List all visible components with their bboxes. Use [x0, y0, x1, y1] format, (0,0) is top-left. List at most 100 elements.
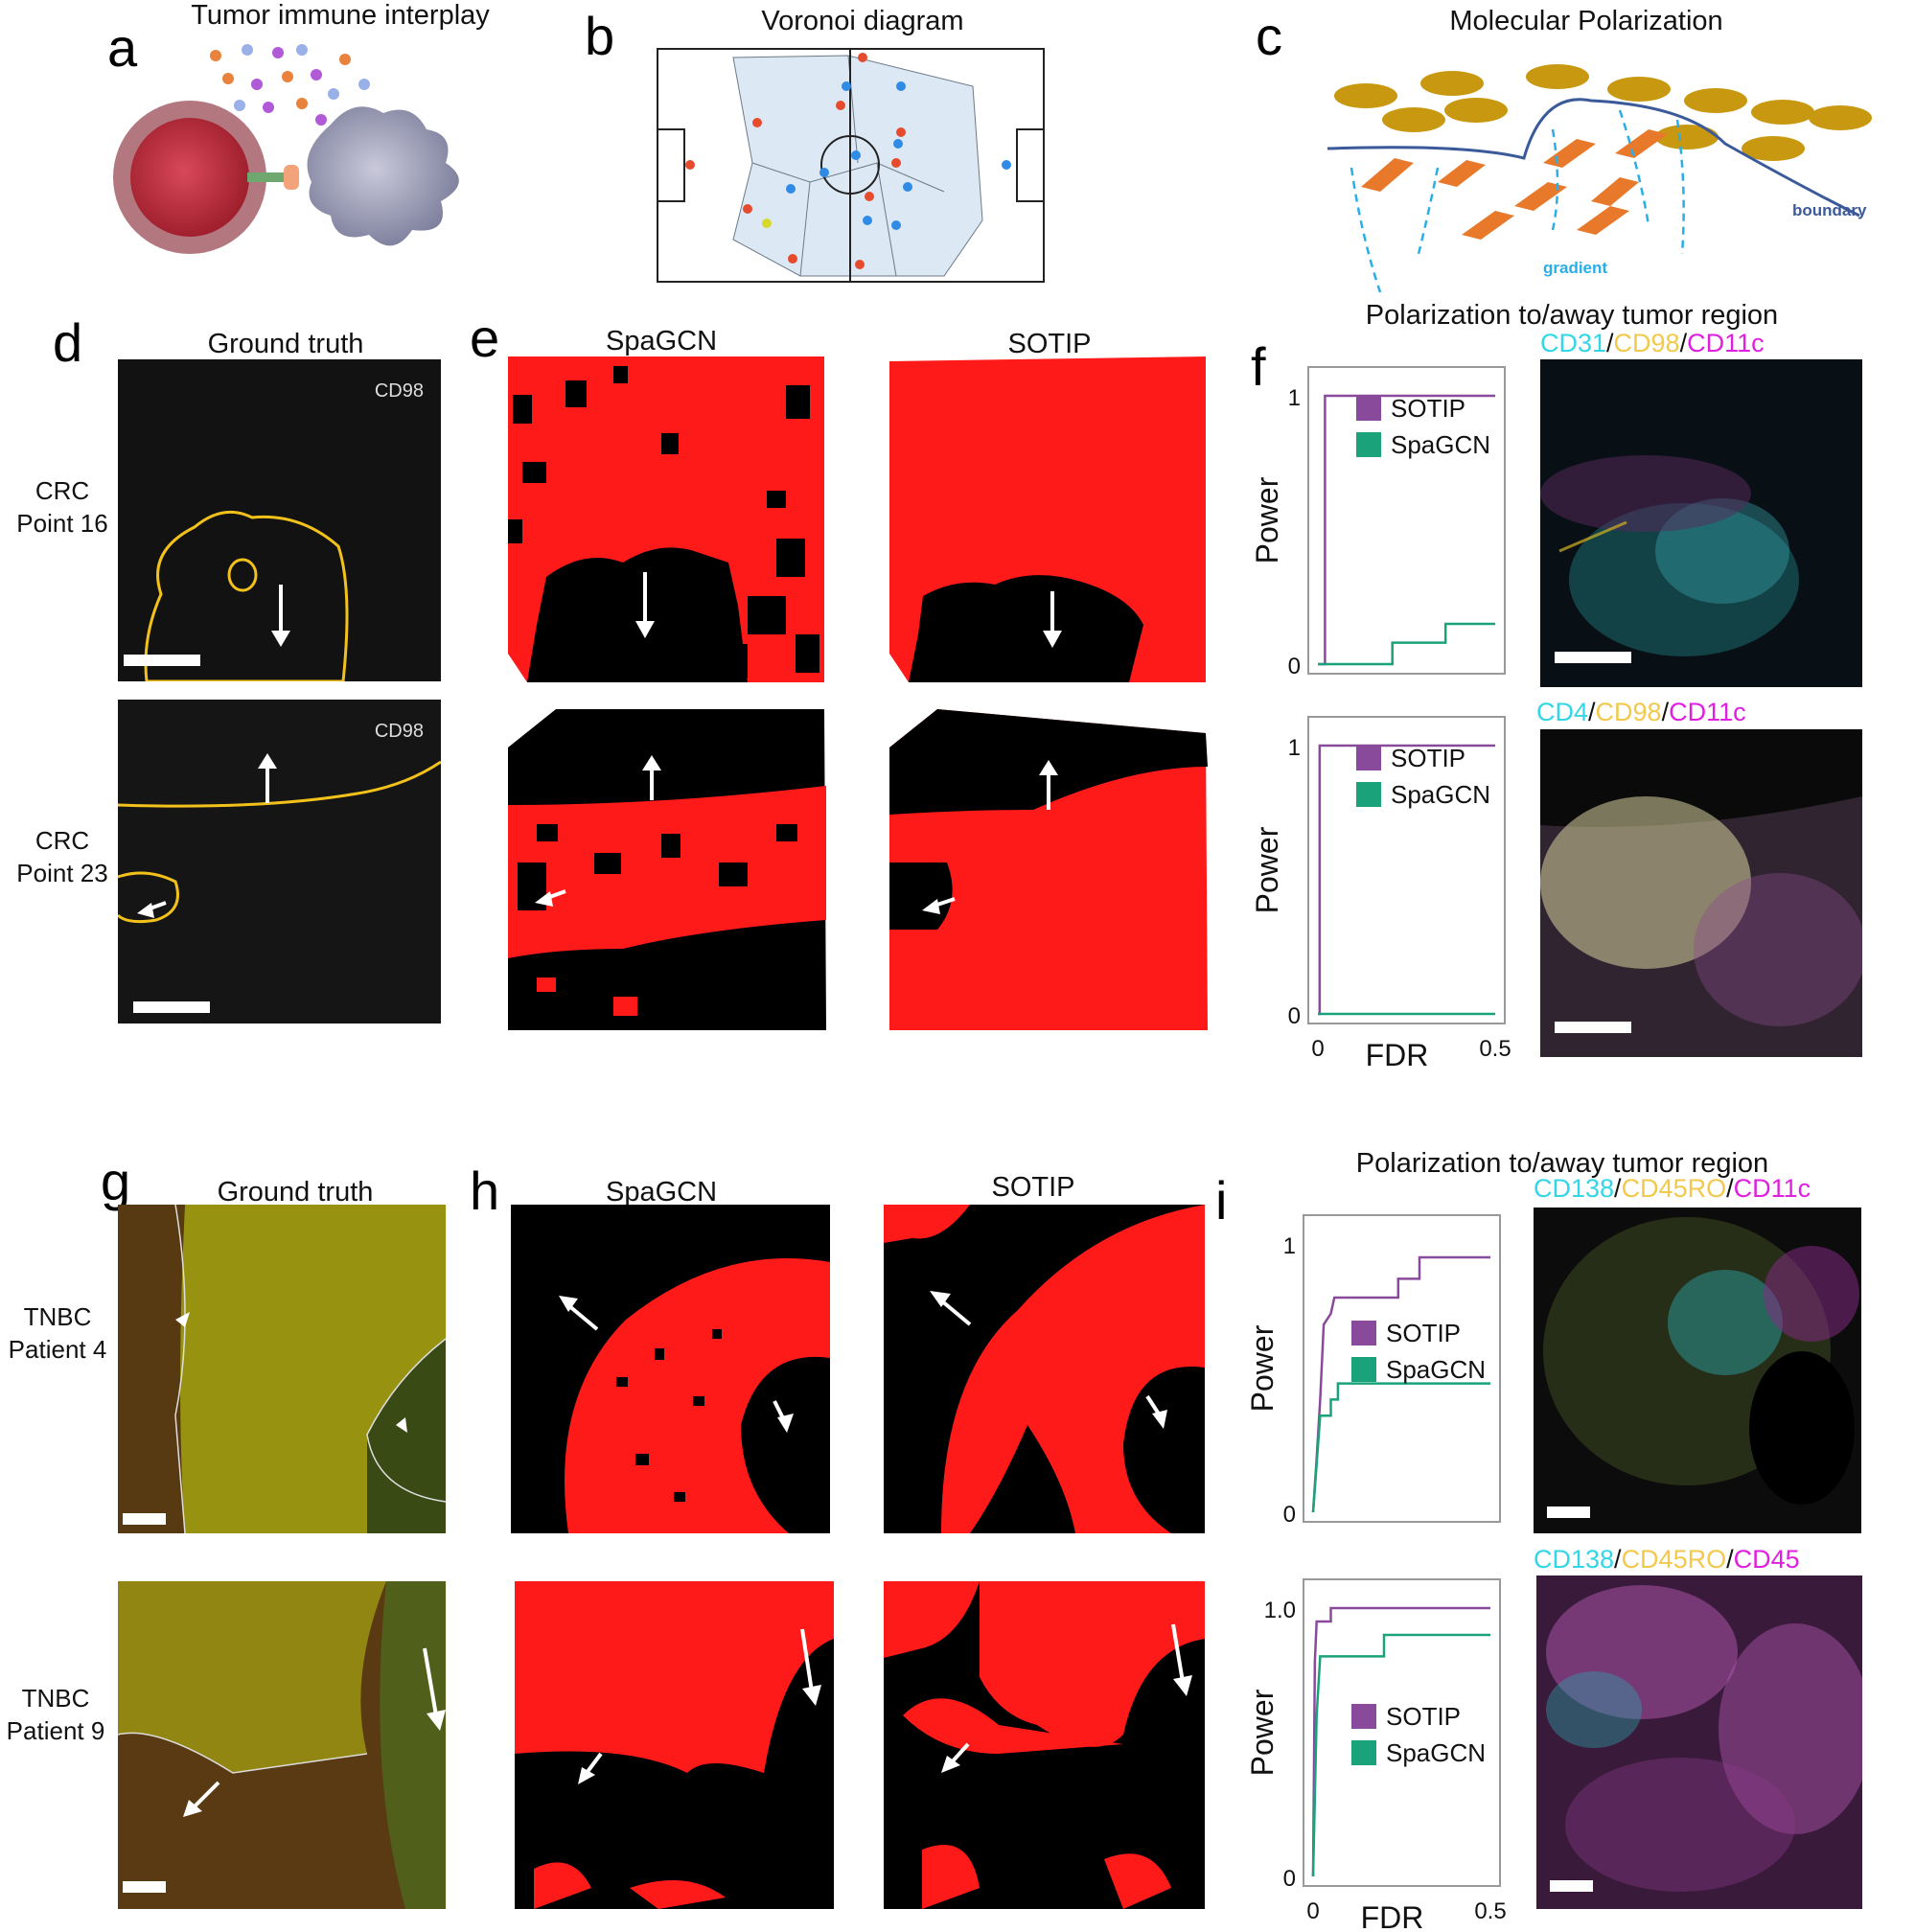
spagcn-segmentation-tnbc-4 — [511, 1205, 830, 1533]
ground-truth-image-tnbc-9 — [118, 1581, 446, 1909]
voronoi-soccer-field — [657, 48, 1045, 283]
marker-label-part: / — [1614, 1174, 1622, 1203]
legend-label: SOTIP — [1386, 1702, 1461, 1731]
legend-label: SOTIP — [1391, 394, 1465, 423]
plot-frame — [1307, 716, 1506, 1024]
legend-label: SOTIP — [1391, 744, 1465, 772]
panel-c-title: Molecular Polarization — [1449, 6, 1723, 36]
ground-truth-image-crc-23: CD98 — [118, 700, 441, 1024]
marker-label-part: / — [1679, 329, 1688, 357]
tumor-immune-illustration — [113, 44, 459, 254]
multiplex-image-i-top — [1534, 1208, 1861, 1533]
multiplex-image-f-bottom — [1540, 729, 1862, 1057]
legend-swatch — [1351, 1740, 1376, 1765]
panel-b-title: Voronoi diagram — [761, 6, 964, 36]
panel-letter-e: e — [470, 308, 500, 368]
row-label-tnbc-4: TNBC Patient 4 — [8, 1302, 107, 1364]
legend-label: SOTIP — [1386, 1319, 1461, 1347]
row-label-crc-16: CRC Point 16 — [16, 476, 108, 538]
marker-label-i-bottom: CD138/CD45RO/CD45 — [1534, 1545, 1800, 1575]
marker-label-part: / — [1614, 1545, 1622, 1574]
panel-h-col-spagcn: SpaGCN — [605, 1177, 718, 1208]
power-fdr-chart-f-bottom: 0 1 Power 0 0.5 FDR SOTIP SpaGCN — [1250, 709, 1538, 1072]
spagcn-segmentation-crc-16 — [508, 356, 824, 682]
legend-swatch — [1356, 746, 1381, 770]
sotip-segmentation-tnbc-9 — [884, 1581, 1205, 1909]
legend-swatch — [1351, 1704, 1376, 1729]
marker-label-part: / — [1606, 329, 1614, 357]
plot-frame — [1303, 1578, 1501, 1887]
panel-h-col-sotip: SOTIP — [991, 1172, 1075, 1203]
marker-label-part: CD11c — [1669, 698, 1746, 726]
x-axis-label: FDR — [1366, 1038, 1429, 1072]
marker-label-part: / — [1726, 1174, 1734, 1203]
y-tick-label: 1 — [1288, 385, 1301, 411]
legend-label: SpaGCN — [1386, 1738, 1486, 1767]
panel-letter-a: a — [107, 17, 138, 78]
series-line-spagcn — [1311, 1382, 1490, 1513]
x-axis-label: FDR — [1361, 1900, 1424, 1932]
plot-frame — [1307, 366, 1506, 675]
legend-swatch — [1351, 1321, 1376, 1346]
panel-letter-g: g — [101, 1151, 131, 1211]
legend-label: SpaGCN — [1386, 1355, 1486, 1384]
legend-swatch — [1356, 432, 1381, 457]
series-line-spagcn — [1318, 622, 1495, 666]
ground-truth-image-crc-16: CD98 — [118, 359, 441, 681]
row-label-crc-23: CRC Point 23 — [16, 826, 108, 887]
marker-label-f-bottom: CD4/CD98/CD11c — [1536, 698, 1746, 727]
panel-letter-h: h — [470, 1161, 500, 1221]
power-fdr-chart-i-bottom: 0 1.0 Power 0 0.5 FDR SOTIP SpaGCN — [1245, 1572, 1534, 1932]
x-tick-label: 0.5 — [1479, 1036, 1511, 1062]
gradient-label: gradient — [1543, 259, 1607, 277]
marker-label-part: CD31 — [1540, 329, 1607, 357]
power-fdr-chart-i-top: 0 1 Power SOTIP SpaGCN — [1245, 1208, 1534, 1538]
spagcn-segmentation-tnbc-9 — [515, 1581, 834, 1909]
series-line-sotip — [1311, 1606, 1490, 1877]
panel-i-header: Polarization to/away tumor region — [1355, 1148, 1769, 1179]
x-tick-label: 0.5 — [1474, 1898, 1506, 1924]
y-tick-label: 1.0 — [1264, 1598, 1296, 1623]
panel-e-col-sotip: SOTIP — [1007, 329, 1092, 359]
ground-truth-image-tnbc-4 — [118, 1205, 446, 1533]
y-axis-label: Power — [1250, 826, 1284, 913]
y-tick-label: 0 — [1288, 654, 1301, 679]
legend-swatch — [1356, 782, 1381, 807]
panel-letter-f: f — [1251, 336, 1266, 397]
legend-swatch — [1356, 396, 1381, 421]
panel-letter-d: d — [53, 312, 83, 373]
panel-e-col-spagcn: SpaGCN — [605, 326, 718, 356]
y-tick-label: 0 — [1283, 1866, 1296, 1892]
marker-label-part: CD11c — [1733, 1174, 1811, 1203]
multiplex-image-f-top — [1540, 359, 1862, 687]
marker-label-part: CD138 — [1534, 1545, 1615, 1574]
panel-letter-c: c — [1256, 6, 1282, 66]
y-tick-label: 0 — [1283, 1502, 1296, 1528]
y-axis-label: Power — [1245, 1324, 1280, 1412]
marker-label-part: CD45RO — [1621, 1174, 1727, 1203]
marker-label-part: CD45 — [1733, 1545, 1800, 1574]
power-fdr-chart-f-top: 0 1 Power SOTIP SpaGCN — [1250, 359, 1538, 690]
sotip-segmentation-crc-16 — [889, 356, 1206, 682]
y-axis-label: Power — [1245, 1689, 1280, 1776]
panel-a-title: Tumor immune interplay — [191, 0, 490, 31]
boundary-label: boundary — [1792, 201, 1867, 219]
panel-d-title: Ground truth — [207, 329, 364, 359]
y-tick-label: 0 — [1288, 1003, 1301, 1029]
marker-label-part: CD4 — [1536, 698, 1589, 726]
marker-label-part: CD11c — [1687, 329, 1765, 357]
marker-label-f-top: CD31/CD98/CD11c — [1540, 329, 1765, 358]
marker-label-part: / — [1661, 698, 1670, 726]
legend-swatch — [1351, 1357, 1376, 1382]
series-line-spagcn — [1311, 1633, 1490, 1877]
y-axis-label: Power — [1250, 476, 1284, 564]
panel-f-header: Polarization to/away tumor region — [1365, 300, 1779, 331]
marker-label-part: CD45RO — [1621, 1545, 1727, 1574]
sotip-segmentation-crc-23 — [889, 709, 1208, 1030]
legend-label: SpaGCN — [1391, 430, 1490, 459]
marker-label-part: CD138 — [1534, 1174, 1615, 1203]
panel-letter-b: b — [585, 6, 615, 66]
panel-letter-i: i — [1215, 1170, 1228, 1230]
y-tick-label: 1 — [1283, 1233, 1296, 1259]
panel-g-title: Ground truth — [217, 1177, 374, 1208]
